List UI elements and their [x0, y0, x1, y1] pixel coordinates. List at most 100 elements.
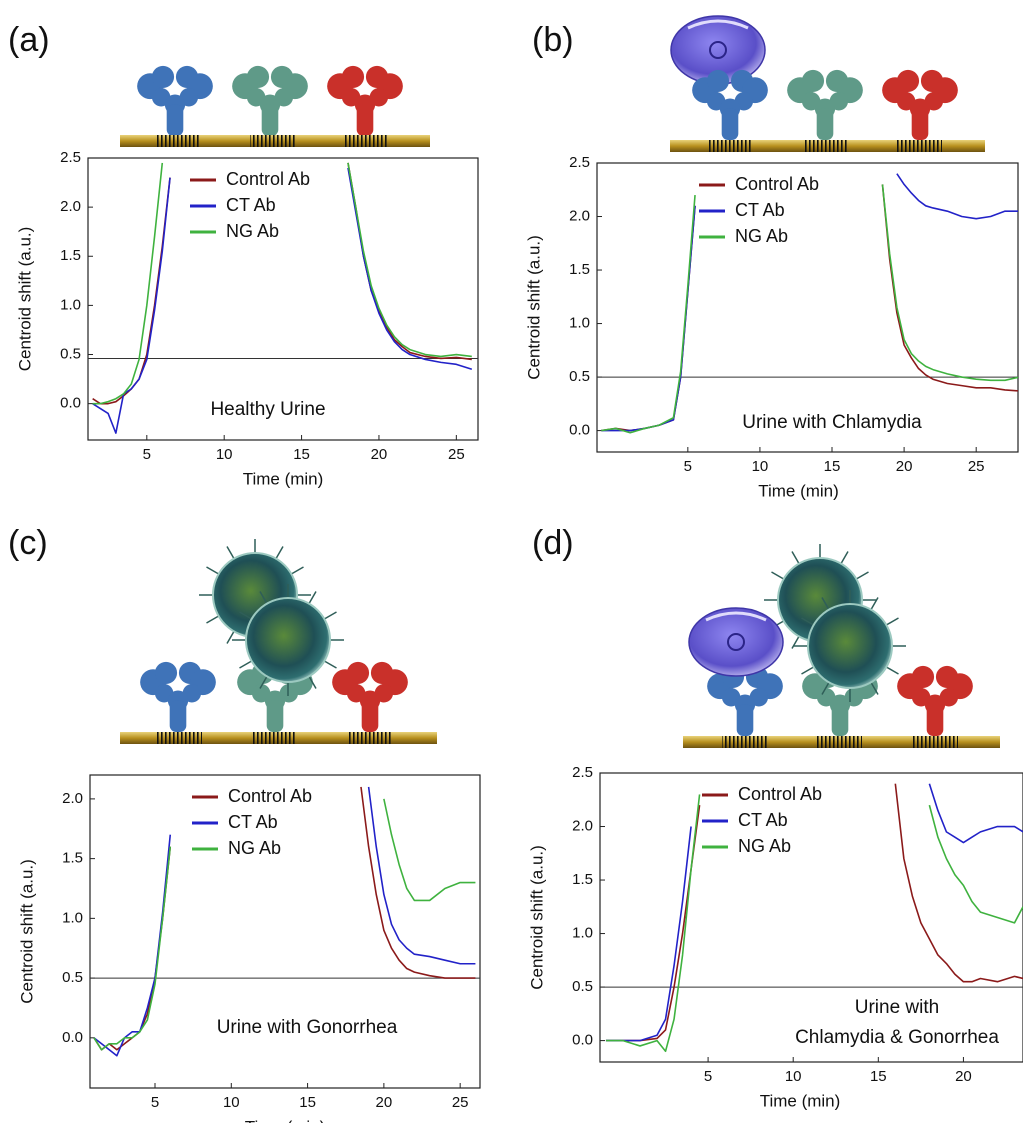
- grating: [897, 140, 942, 152]
- plot-frame: [596, 162, 1019, 453]
- grating: [250, 135, 295, 147]
- x-tick-label: 25: [452, 1094, 469, 1111]
- y-tick-label: 0.0: [60, 395, 81, 412]
- x-axis-title: Time (min): [243, 469, 324, 488]
- plot-frame: [87, 157, 479, 441]
- grating: [722, 736, 767, 748]
- antibody-icon: [882, 69, 958, 140]
- chart-panel: (c) 0.0 0.5 1.0 1.5 2.0 5 10 15 20 25 Time (min) Cen…: [8, 524, 481, 1123]
- series-line: [92, 162, 472, 405]
- illustration-c: [120, 538, 437, 744]
- y-axis-title: Centroid shift (a.u.): [527, 845, 546, 990]
- y-tick-label: 1.5: [569, 261, 590, 278]
- series-line: [605, 794, 1023, 1053]
- x-tick-label: 10: [216, 446, 233, 463]
- y-tick-label: 1.5: [60, 247, 81, 264]
- y-tick-label: 2.0: [60, 198, 81, 215]
- y-tick-label: 0.5: [62, 969, 83, 986]
- x-tick-label: 20: [896, 458, 913, 475]
- y-tick-label: 1.0: [569, 315, 590, 332]
- series-line: [93, 798, 476, 1051]
- grating: [157, 732, 202, 744]
- annotation: Urine with Chlamydia: [742, 412, 922, 433]
- series-line: [605, 783, 1023, 1042]
- panel-label: (a): [8, 21, 50, 59]
- plot-frame: [89, 774, 481, 1089]
- chlamydia-icon: [687, 606, 785, 678]
- antibody-icon: [707, 665, 783, 736]
- y-tick-label: 1.5: [572, 871, 593, 888]
- x-tick-label: 5: [143, 446, 151, 463]
- annotation: Chlamydia & Gonorrhea: [795, 1027, 999, 1048]
- y-tick-label: 0.5: [60, 345, 81, 362]
- legend-text: NG Ab: [228, 838, 281, 858]
- antibody-icon: [137, 65, 213, 136]
- x-tick-label: 5: [684, 458, 692, 475]
- legend-text: Control Ab: [738, 784, 822, 804]
- legend-text: NG Ab: [738, 836, 791, 856]
- antibody-icon: [787, 69, 863, 140]
- y-tick-label: 1.5: [62, 850, 83, 867]
- antibody-icon: [232, 65, 308, 136]
- y-axis-title: Centroid shift (a.u.): [524, 235, 543, 380]
- series-line: [92, 167, 473, 434]
- legend-text: CT Ab: [226, 195, 276, 215]
- x-tick-label: 5: [704, 1068, 712, 1085]
- grating: [708, 140, 753, 152]
- y-tick-label: 1.0: [60, 296, 81, 313]
- plot-frame: [599, 772, 1023, 1063]
- illustration-b: [669, 14, 985, 152]
- x-tick-label: 25: [448, 446, 465, 463]
- grating: [803, 140, 848, 152]
- antibody-icon: [332, 661, 408, 732]
- chart-panel: (b) 0.0 0.5 1.0 1.5 2.0 2.5 5 10 15 20 25 Time (min)…: [524, 21, 1019, 500]
- grating: [155, 135, 200, 147]
- annotation: Urine with Gonorrhea: [217, 1017, 398, 1038]
- panel-label: (c): [8, 524, 48, 562]
- x-tick-label: 5: [151, 1094, 159, 1111]
- y-tick-label: 0.0: [572, 1032, 593, 1049]
- series-line: [93, 786, 476, 1051]
- y-tick-label: 2.0: [569, 207, 590, 224]
- series-line: [601, 184, 1018, 432]
- annotation: Healthy Urine: [210, 399, 325, 420]
- x-axis-title: Time (min): [760, 1091, 841, 1110]
- legend-text: CT Ab: [735, 200, 785, 220]
- series-line: [601, 173, 1018, 432]
- x-tick-label: 10: [785, 1068, 802, 1085]
- antibody-icon: [327, 65, 403, 136]
- x-axis-title: Time (min): [245, 1117, 326, 1123]
- x-tick-label: 20: [955, 1068, 972, 1085]
- legend-text: CT Ab: [738, 810, 788, 830]
- x-tick-label: 15: [824, 458, 841, 475]
- x-tick-label: 15: [293, 446, 310, 463]
- legend-text: Control Ab: [228, 786, 312, 806]
- legend-text: Control Ab: [735, 174, 819, 194]
- antibody-icon: [140, 661, 216, 732]
- y-tick-label: 2.5: [569, 154, 590, 171]
- illustration-d: [683, 543, 1000, 748]
- y-tick-label: 1.0: [572, 925, 593, 942]
- grating: [343, 135, 388, 147]
- y-axis-title: Centroid shift (a.u.): [17, 859, 36, 1004]
- legend-text: NG Ab: [735, 226, 788, 246]
- y-tick-label: 0.5: [572, 978, 593, 995]
- panel-label: (b): [532, 21, 574, 59]
- legend-text: Control Ab: [226, 169, 310, 189]
- x-tick-label: 25: [968, 458, 985, 475]
- legend-text: CT Ab: [228, 812, 278, 832]
- grating: [347, 732, 392, 744]
- illustration-a: [120, 65, 430, 147]
- y-tick-label: 0.0: [62, 1029, 83, 1046]
- y-tick-label: 0.5: [569, 368, 590, 385]
- x-tick-label: 20: [371, 446, 388, 463]
- y-tick-label: 2.0: [572, 817, 593, 834]
- grating: [913, 736, 958, 748]
- x-tick-label: 20: [376, 1094, 393, 1111]
- chart-panel: (a) 0.0 0.5 1.0 1.5 2.0 2.5 5 10 15 20 25 Time (min)…: [8, 21, 479, 488]
- x-tick-label: 10: [223, 1094, 240, 1111]
- annotation: Urine with: [855, 997, 939, 1018]
- y-tick-label: 2.0: [62, 790, 83, 807]
